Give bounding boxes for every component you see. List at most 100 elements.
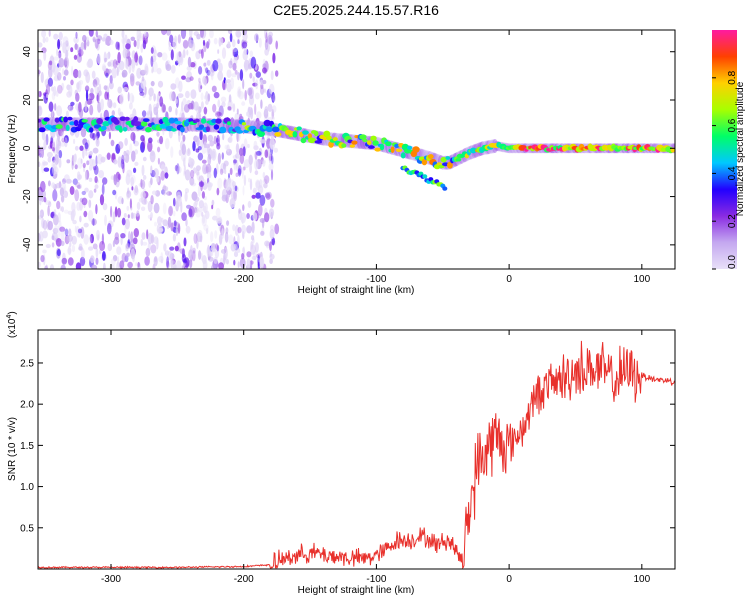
spectrogram-noise-cell	[153, 93, 156, 102]
spectrogram-noise-cell	[211, 264, 216, 269]
spectrogram-noise-cell	[39, 198, 42, 206]
spectrogram-noise-cell	[255, 192, 261, 199]
spectrogram-noise-cell	[200, 101, 204, 109]
spectrogram-noise-cell	[263, 182, 268, 189]
spectrogram-noise-cell	[246, 258, 251, 269]
spectrogram-noise-cell	[106, 152, 111, 160]
spectrogram-noise-cell	[89, 164, 93, 171]
spectrogram-noise-cell	[71, 154, 75, 166]
spectrogram-noise-cell	[157, 146, 161, 153]
spectrogram-noise-cell	[117, 173, 122, 181]
spectrogram-noise-cell	[205, 227, 209, 235]
spectrogram-noise-cell	[142, 156, 147, 162]
spectrogram-noise-cell	[42, 230, 48, 239]
x-tick-label: -300	[101, 574, 121, 585]
spectrogram-noise-cell	[140, 78, 147, 90]
spectrogram-noise-cell	[70, 79, 74, 86]
spectrogram-noise-cell	[257, 185, 264, 195]
spectrogram-noise-cell	[251, 194, 256, 199]
spectrogram-noise-cell	[264, 240, 270, 247]
spectrogram-noise-cell	[40, 147, 45, 159]
spectrogram-noise-cell	[160, 164, 166, 172]
spectrogram-noise-cell	[195, 50, 201, 60]
spectrogram-noise-cell	[231, 181, 236, 187]
spectrogram-noise-cell	[270, 198, 275, 208]
spectrogram-noise-cell	[204, 210, 210, 220]
spectrogram-noise-cell	[125, 43, 131, 50]
y-tick-label: 2.0	[20, 400, 34, 411]
spectrogram-noise-cell	[260, 99, 263, 109]
spectrogram-ridge-cell	[302, 130, 309, 135]
spectrogram-noise-cell	[71, 244, 76, 253]
spectrogram-noise-cell	[71, 65, 74, 76]
spectrogram-noise-cell	[249, 50, 254, 58]
spectrogram-ridge-cell	[326, 135, 332, 141]
spectrogram-noise-cell	[207, 144, 210, 154]
spectrogram-noise-cell	[196, 206, 199, 213]
spectrogram-ridge-cell	[407, 145, 413, 150]
spectrogram-noise-cell	[121, 197, 124, 205]
spectrogram-ridge-cell	[133, 116, 139, 123]
spectrogram-noise-cell	[129, 92, 134, 104]
spectrogram-noise-cell	[218, 62, 223, 73]
spectrogram-noise-cell	[143, 31, 148, 39]
snr-panel: -300 -200 -100 0 100 0.5 1.0 1.5 2.0 2.5 Height …	[6, 311, 676, 596]
spectrogram-noise-cell	[212, 103, 217, 113]
spectrogram-noise-cell	[275, 40, 279, 50]
spectrogram-noise-cell	[39, 211, 42, 218]
spectrogram-noise-cell	[251, 235, 255, 241]
spectrogram-noise-cell	[255, 180, 261, 191]
spectrogram-noise-cell	[150, 55, 154, 68]
spectrogram-noise-cell	[238, 147, 244, 157]
spectrogram-noise-cell	[130, 131, 136, 142]
spectrogram-noise-cell	[220, 249, 227, 254]
spectrogram-noise-cell	[77, 231, 81, 238]
spectrogram-noise-cell	[218, 233, 223, 245]
spectrogram-noise-cell	[139, 91, 145, 97]
spectrogram-noise-cell	[232, 49, 235, 57]
spectrogram-noise-cell	[90, 255, 95, 264]
spectrogram-noise-cell	[54, 228, 61, 239]
colorbar-tick-label: 0.4	[727, 166, 738, 180]
spectrogram-noise-cell	[77, 184, 81, 189]
spectrogram-noise-cell	[62, 36, 69, 45]
spectrogram-ridge-cell	[54, 117, 60, 123]
spectrogram-noise-cell	[205, 163, 212, 175]
spectrogram-noise-cell	[47, 205, 50, 217]
spectrogram-noise-cell	[188, 249, 194, 260]
spectrogram-noise-cell	[150, 244, 157, 254]
spectrogram-ridge-cell	[43, 117, 50, 122]
spectrogram-noise-cell	[164, 110, 169, 119]
spectrogram-noise-cell	[95, 247, 99, 258]
spectrogram-noise-cell	[242, 247, 245, 254]
spectrogram-noise-cell	[61, 137, 66, 143]
spectrogram-noise-cell	[83, 210, 88, 218]
spectrogram-noise-cell	[99, 240, 106, 252]
spectrogram-noise-cell	[47, 220, 53, 231]
spectrogram-noise-cell	[221, 47, 227, 59]
spectrogram-noise-cell	[63, 56, 70, 69]
spectrogram-noise-cell	[166, 30, 171, 36]
spectrogram-noise-cell	[123, 213, 127, 218]
spectrogram-ridge-cell	[455, 158, 462, 162]
spectrogram-noise-cell	[63, 186, 66, 198]
spectrogram-noise-cell	[164, 250, 170, 256]
spectrogram-noise-cell	[271, 108, 275, 120]
spectrogram-noise-cell	[193, 135, 199, 143]
spectrogram-noise-cell	[58, 158, 62, 169]
colorbar-tick-label: 0.6	[727, 118, 738, 132]
spectrogram-noise-cell	[60, 264, 66, 269]
spectrogram-ridge-cell	[300, 137, 307, 144]
spectrogram-noise-cell	[94, 38, 99, 49]
spectrogram-noise-cell	[234, 69, 238, 75]
snr-y-ticks: 0.5 1.0 1.5 2.0 2.5	[20, 358, 675, 534]
spectrogram-noise-cell	[211, 85, 217, 93]
spectrogram-noise-cell	[42, 190, 46, 199]
spectrogram-noise-cell	[52, 61, 56, 70]
spectrogram-ridge-cell	[394, 143, 400, 148]
spectrogram-noise-cell	[91, 264, 98, 269]
spectrogram-noise-cell	[119, 93, 124, 105]
spectrogram-noise-cell	[110, 205, 113, 218]
spectrogram-noise-cell	[142, 138, 146, 150]
